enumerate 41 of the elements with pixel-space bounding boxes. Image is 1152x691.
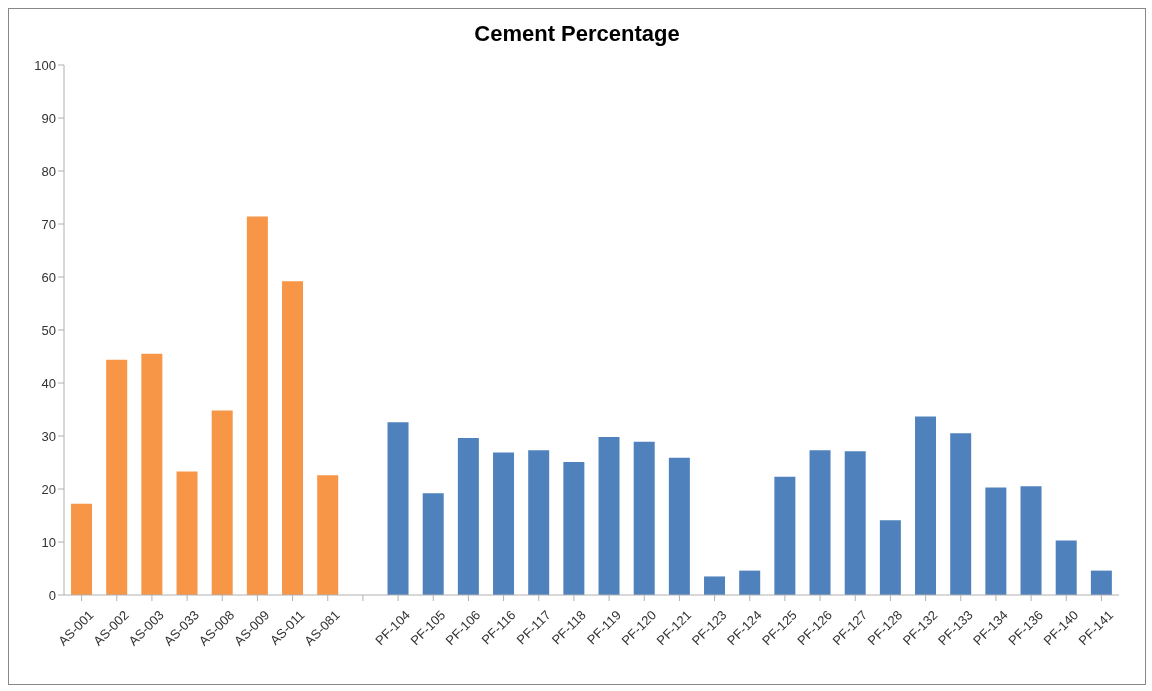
bar (598, 437, 620, 595)
y-tick-label: 70 (41, 216, 56, 232)
bar (493, 452, 515, 595)
bar (457, 438, 479, 595)
y-tick-label: 100 (34, 57, 56, 73)
y-tick-label: 0 (48, 587, 56, 603)
y-tick-label: 90 (41, 110, 56, 126)
y-tick-label: 10 (41, 534, 56, 550)
bar (317, 475, 339, 595)
y-tick-label: 80 (41, 163, 56, 179)
y-tick-label: 60 (41, 269, 56, 285)
bar (915, 416, 937, 595)
bar (1020, 486, 1042, 595)
y-tick-label: 50 (41, 322, 56, 338)
bar (1055, 540, 1077, 595)
bar (563, 461, 585, 595)
chart-title: Cement Percentage (473, 20, 681, 48)
bar (809, 450, 831, 595)
bar (282, 281, 304, 595)
bar (246, 216, 268, 595)
bar (739, 570, 761, 595)
y-tick-label: 30 (41, 428, 56, 444)
bar (71, 503, 93, 595)
bar (950, 433, 972, 595)
y-tick-label: 40 (41, 375, 56, 391)
bar (844, 451, 866, 595)
bar (422, 493, 444, 595)
bar (176, 471, 198, 595)
bar (633, 441, 655, 595)
bar (141, 353, 163, 595)
bar (985, 487, 1007, 595)
bar (211, 410, 233, 595)
bar (704, 576, 726, 595)
bar (774, 476, 796, 595)
bar (668, 457, 690, 595)
bar (879, 520, 901, 595)
bar (528, 450, 550, 595)
bar (1090, 570, 1112, 595)
bar (106, 359, 128, 595)
bar (387, 422, 409, 595)
y-tick-label: 20 (41, 481, 56, 497)
